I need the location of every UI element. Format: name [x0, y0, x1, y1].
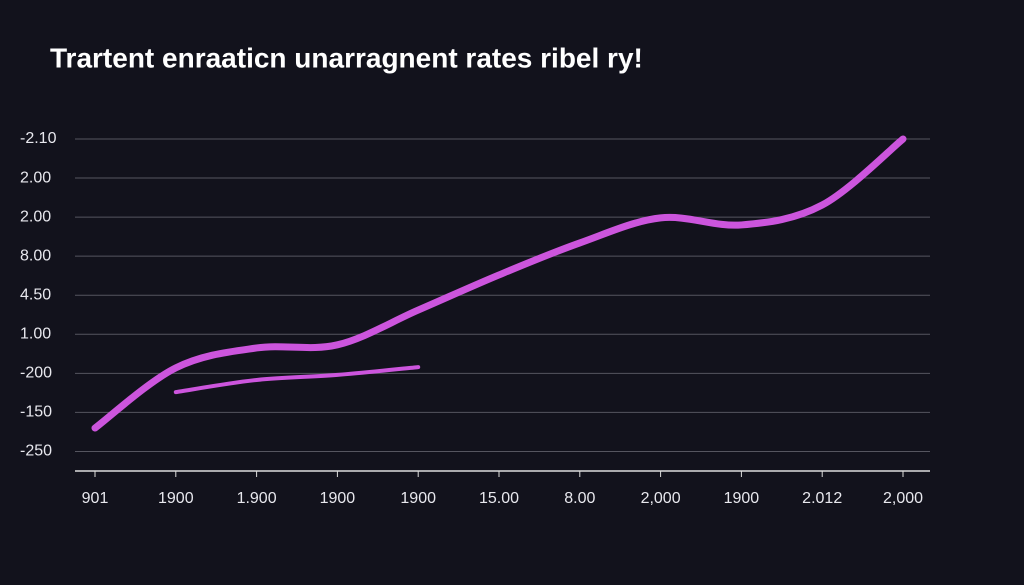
x-tick-label: 2,000: [641, 490, 681, 507]
y-tick-label: 2.00: [20, 208, 51, 225]
x-tick-label: 1900: [724, 490, 760, 507]
x-tick-label: 2,000: [883, 490, 923, 507]
x-tick-label: 1.900: [237, 490, 277, 507]
x-tick-label: 15.00: [479, 490, 519, 507]
y-tick-label: 2.00: [20, 169, 51, 186]
x-tick-label: 1900: [320, 490, 356, 507]
x-tick-label: 8.00: [564, 490, 595, 507]
y-tick-label: 4.50: [20, 286, 51, 303]
chart-title: Trartent enraaticn unarragnent rates rib…: [50, 42, 643, 73]
y-tick-label: -150: [20, 404, 52, 421]
x-tick-label: 901: [82, 490, 109, 507]
y-tick-label: -250: [20, 443, 52, 460]
x-tick-label: 1900: [158, 490, 194, 507]
x-tick-label: 2.012: [802, 490, 842, 507]
y-tick-label: -2.10: [20, 130, 57, 147]
y-tick-label: 1.00: [20, 326, 51, 343]
y-tick-label: -200: [20, 365, 52, 382]
line: [91, 135, 907, 432]
x-tick-label: 1900: [400, 490, 436, 507]
line: [173, 365, 421, 395]
y-tick-label: 8.00: [20, 247, 51, 264]
